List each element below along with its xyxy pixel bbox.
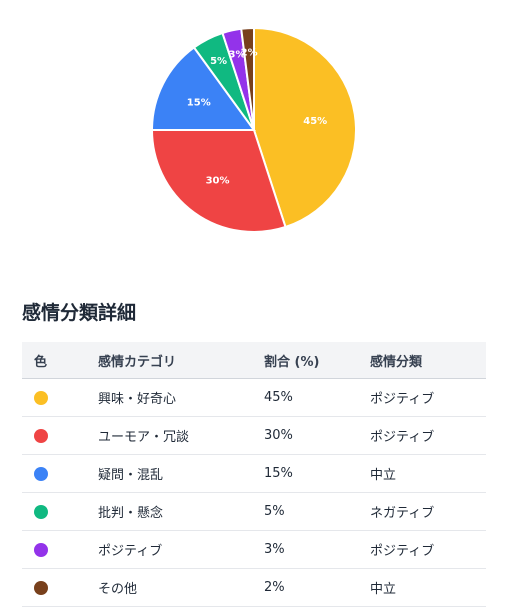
table-header-row: 色 感情カテゴリ 割合 (%) 感情分類 — [22, 342, 486, 379]
pie-slice-humor — [150, 129, 287, 233]
slice-label-question: 15% — [187, 97, 211, 108]
color-swatch — [34, 428, 48, 443]
category-cell: 批判・懸念 — [98, 492, 264, 531]
table-row: ユーモア・冗談 30% ポジティブ — [22, 416, 486, 455]
sentiment-table: 色 感情カテゴリ 割合 (%) 感情分類 興味・好奇心 45% ポジティブ ユー… — [22, 342, 486, 607]
sentiment-cell: ポジティブ — [370, 530, 486, 569]
table-row: その他 2% 中立 — [22, 568, 486, 607]
percent-cell: 30% — [264, 416, 370, 455]
slice-label-other: 2% — [241, 48, 258, 59]
color-cell — [22, 454, 98, 493]
sentiment-cell: 中立 — [370, 568, 486, 607]
section-title: 感情分類詳細 — [22, 302, 137, 324]
header-color: 色 — [22, 342, 98, 379]
slice-label-humor: 30% — [206, 176, 230, 187]
slice-label-positive: 3% — [228, 49, 245, 60]
percent-cell: 3% — [264, 530, 370, 569]
sentiment-cell: 中立 — [370, 454, 486, 493]
slice-label-interest: 45% — [303, 116, 327, 127]
category-cell: ポジティブ — [98, 530, 264, 569]
sentiment-cell: ポジティブ — [370, 416, 486, 455]
color-cell — [22, 492, 98, 531]
slice-label-criticism: 5% — [210, 56, 227, 67]
color-cell — [22, 416, 98, 455]
category-cell: 疑問・混乱 — [98, 454, 264, 493]
table-row: ポジティブ 3% ポジティブ — [22, 530, 486, 569]
color-swatch — [34, 390, 48, 405]
pie-chart: 45% 30% 15% 5%3%2% — [150, 26, 357, 233]
percent-cell: 45% — [264, 378, 370, 417]
header-percent: 割合 (%) — [264, 342, 370, 379]
color-swatch — [34, 542, 48, 557]
color-cell — [22, 378, 98, 417]
percent-cell: 15% — [264, 454, 370, 493]
sentiment-cell: ポジティブ — [370, 378, 486, 417]
color-swatch — [34, 504, 48, 519]
table-row: 興味・好奇心 45% ポジティブ — [22, 378, 486, 417]
color-swatch — [34, 580, 48, 595]
category-cell: 興味・好奇心 — [98, 378, 264, 417]
sentiment-cell: ネガティブ — [370, 492, 486, 531]
category-cell: ユーモア・冗談 — [98, 416, 264, 455]
header-category: 感情カテゴリ — [98, 342, 264, 379]
pie-slice-question — [150, 46, 256, 131]
percent-cell: 2% — [264, 568, 370, 607]
table-row: 批判・懸念 5% ネガティブ — [22, 492, 486, 531]
pie-slice-interest — [253, 26, 357, 229]
color-swatch — [34, 466, 48, 481]
category-cell: その他 — [98, 568, 264, 607]
pie-slice-other — [240, 26, 255, 131]
table-row: 疑問・混乱 15% 中立 — [22, 454, 486, 493]
color-cell — [22, 530, 98, 569]
color-cell — [22, 568, 98, 607]
percent-cell: 5% — [264, 492, 370, 531]
header-sentiment: 感情分類 — [370, 342, 486, 379]
